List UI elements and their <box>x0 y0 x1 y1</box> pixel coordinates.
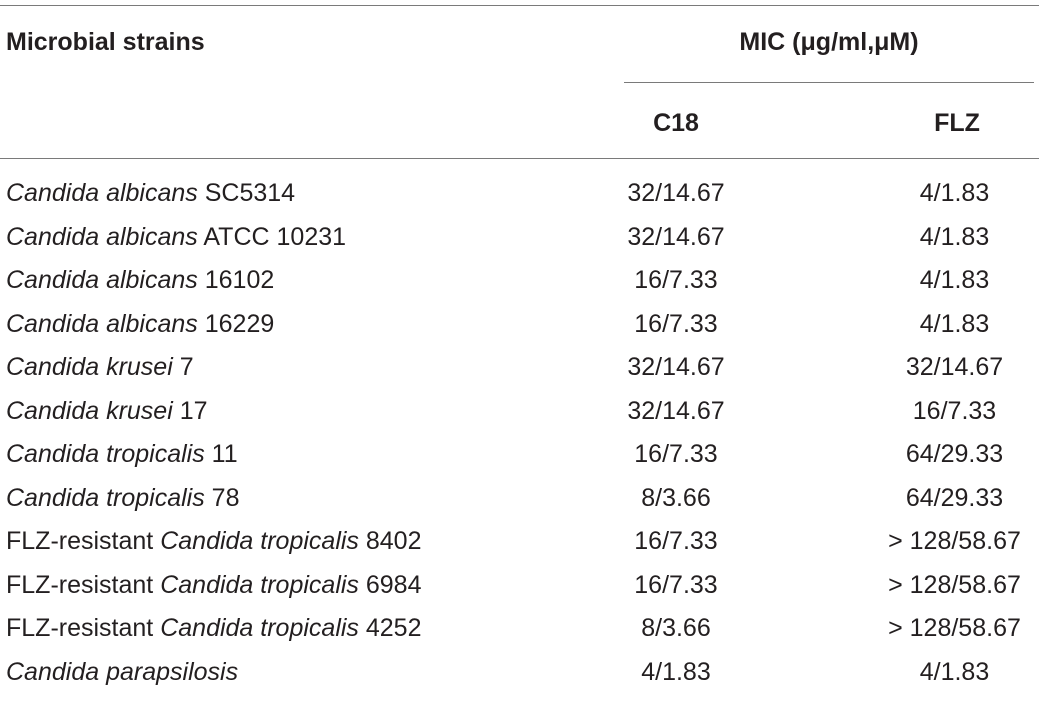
flz-mic-cell: 16/7.33 <box>912 396 997 425</box>
c18-mic-cell: 32/14.67 <box>627 179 725 207</box>
strain-cell: FLZ-resistant Candida tropicalis 8402 <box>6 520 421 564</box>
strain-species: Candida krusei <box>6 396 173 425</box>
strain-prefix: FLZ-resistant <box>6 570 161 599</box>
c18-mic-cell: 16/7.33 <box>634 570 718 599</box>
flz-mic-cell: > 128/58.67 <box>888 614 1021 642</box>
flz-mic-cell: > 128/58.67 <box>888 570 1021 599</box>
table-row: Candida albicans SC5314 32/14.67 4/1.83 <box>0 172 1039 216</box>
table-row: Candida krusei 7 32/14.67 32/14.67 <box>0 346 1039 390</box>
table-top-rule <box>0 5 1039 6</box>
strain-id: 8402 <box>358 527 422 555</box>
c18-mic-cell: 32/14.67 <box>627 396 725 425</box>
flz-mic-cell: 4/1.83 <box>919 222 990 251</box>
table-row: Candida albicans ATCC 10231 32/14.67 4/1.8… <box>0 216 1039 260</box>
flz-mic-cell: 4/1.83 <box>919 309 990 338</box>
strain-species: Candida krusei <box>6 353 173 381</box>
strain-cell: FLZ-resistant Candida tropicalis 6984 <box>6 564 421 608</box>
flz-mic-cell: > 128/58.67 <box>888 527 1021 555</box>
strain-cell: Candida albicans 16102 <box>6 259 274 303</box>
table-row: Candida tropicalis 78 8/3.66 64/29.33 <box>0 477 1039 521</box>
c18-mic-cell: 8/3.66 <box>641 483 711 512</box>
c18-mic-cell: 16/7.33 <box>634 309 718 338</box>
strain-species: Candida tropicalis <box>6 440 205 468</box>
strain-cell: Candida tropicalis 78 <box>6 477 239 521</box>
strain-id: 11 <box>204 440 238 468</box>
strain-cell: Candida parapsilosis <box>6 651 238 695</box>
header-microbial-strains: Microbial strains <box>6 28 205 56</box>
table-row: FLZ-resistant Candida tropicalis 4252 8/3… <box>0 607 1039 651</box>
flz-mic-cell: 64/29.33 <box>905 483 1004 512</box>
header-c18: C18 <box>653 109 699 137</box>
flz-mic-cell: 64/29.33 <box>905 440 1004 468</box>
strain-cell: Candida krusei 17 <box>6 390 208 434</box>
strain-cell: Candida tropicalis 11 <box>6 433 238 477</box>
header-mic-group: MIC (μg/ml,μM) <box>739 28 919 56</box>
strain-id: 16102 <box>197 266 275 294</box>
strain-id: SC5314 <box>197 179 296 207</box>
flz-mic-cell: 4/1.83 <box>919 179 990 207</box>
strain-id: 4252 <box>358 614 422 642</box>
strain-prefix: FLZ-resistant <box>6 527 161 555</box>
strain-species: Candida tropicalis <box>6 483 205 512</box>
strain-cell: FLZ-resistant Candida tropicalis 4252 <box>6 607 421 651</box>
strain-id: 17 <box>172 396 208 425</box>
strain-cell: Candida albicans SC5314 <box>6 172 295 216</box>
strain-id: 78 <box>204 483 240 512</box>
c18-mic-cell: 16/7.33 <box>634 440 718 468</box>
table-row: Candida tropicalis 11 16/7.33 64/29.33 <box>0 433 1039 477</box>
strain-cell: Candida albicans 16229 <box>6 303 274 347</box>
table-body: Candida albicans SC5314 32/14.67 4/1.83 Can… <box>0 172 1039 694</box>
table-row: Candida albicans 16229 16/7.33 4/1.83 <box>0 303 1039 347</box>
c18-mic-cell: 16/7.33 <box>634 527 718 555</box>
strain-species: Candida albicans <box>6 179 198 207</box>
table-row: FLZ-resistant Candida tropicalis 6984 16/… <box>0 564 1039 608</box>
header-bottom-rule <box>0 158 1039 159</box>
strain-species: Candida albicans <box>6 222 198 251</box>
c18-mic-cell: 4/1.83 <box>641 657 711 686</box>
table-row: Candida krusei 17 32/14.67 16/7.33 <box>0 390 1039 434</box>
strain-prefix: FLZ-resistant <box>6 614 161 642</box>
c18-mic-cell: 32/14.67 <box>627 222 725 251</box>
header-flz: FLZ <box>934 109 980 137</box>
strain-species: Candida albicans <box>6 266 198 294</box>
strain-id: 6984 <box>358 570 422 599</box>
flz-mic-cell: 32/14.67 <box>905 353 1004 381</box>
c18-mic-cell: 16/7.33 <box>634 266 718 294</box>
table-row: FLZ-resistant Candida tropicalis 8402 16/… <box>0 520 1039 564</box>
strain-cell: Candida albicans ATCC 10231 <box>6 216 346 260</box>
strain-species: Candida albicans <box>6 309 198 338</box>
flz-mic-cell: 4/1.83 <box>919 266 990 294</box>
strain-species: Candida parapsilosis <box>6 657 239 686</box>
strain-id: ATCC 10231 <box>197 222 347 251</box>
strain-species: Candida tropicalis <box>160 527 359 555</box>
strain-species: Candida tropicalis <box>160 614 359 642</box>
strain-species: Candida tropicalis <box>160 570 359 599</box>
strain-id: 7 <box>172 353 194 381</box>
table-row: Candida parapsilosis 4/1.83 4/1.83 <box>0 651 1039 695</box>
flz-mic-cell: 4/1.83 <box>919 657 990 686</box>
strain-cell: Candida krusei 7 <box>6 346 194 390</box>
strain-id: 16229 <box>197 309 275 338</box>
table-row: Candida albicans 16102 16/7.33 4/1.83 <box>0 259 1039 303</box>
c18-mic-cell: 8/3.66 <box>641 614 711 642</box>
c18-mic-cell: 32/14.67 <box>627 353 725 381</box>
mic-group-rule <box>624 82 1034 83</box>
